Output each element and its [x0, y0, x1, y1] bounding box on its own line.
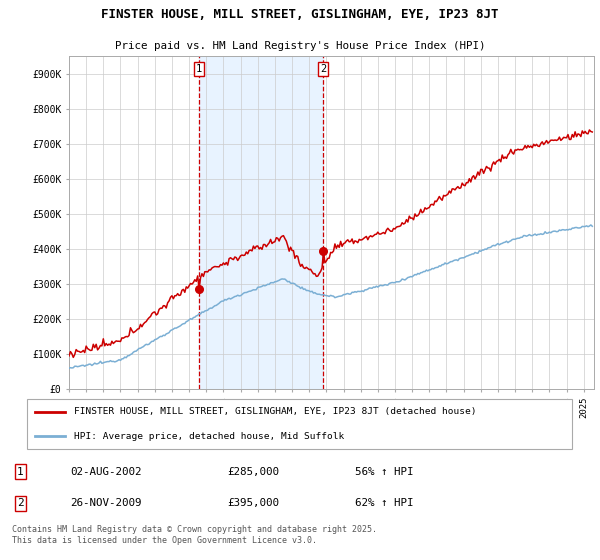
Text: Contains HM Land Registry data © Crown copyright and database right 2025.
This d: Contains HM Land Registry data © Crown c… [12, 525, 377, 545]
Text: 62% ↑ HPI: 62% ↑ HPI [355, 498, 414, 508]
Text: FINSTER HOUSE, MILL STREET, GISLINGHAM, EYE, IP23 8JT (detached house): FINSTER HOUSE, MILL STREET, GISLINGHAM, … [74, 408, 476, 417]
Text: £395,000: £395,000 [227, 498, 279, 508]
Bar [199, 56, 323, 389]
Text: HPI: Average price, detached house, Mid Suffolk: HPI: Average price, detached house, Mid … [74, 432, 344, 441]
Text: Price paid vs. HM Land Registry's House Price Index (HPI): Price paid vs. HM Land Registry's House … [115, 41, 485, 52]
Text: 1: 1 [17, 467, 24, 477]
Text: £285,000: £285,000 [227, 467, 279, 477]
Text: FINSTER HOUSE, MILL STREET, GISLINGHAM, EYE, IP23 8JT: FINSTER HOUSE, MILL STREET, GISLINGHAM, … [101, 8, 499, 21]
Text: 1: 1 [196, 64, 202, 74]
Text: 56% ↑ HPI: 56% ↑ HPI [355, 467, 414, 477]
FancyBboxPatch shape [27, 399, 572, 449]
Text: 2: 2 [17, 498, 24, 508]
Text: 2: 2 [320, 64, 326, 74]
Text: 26-NOV-2009: 26-NOV-2009 [70, 498, 142, 508]
Text: 02-AUG-2002: 02-AUG-2002 [70, 467, 142, 477]
